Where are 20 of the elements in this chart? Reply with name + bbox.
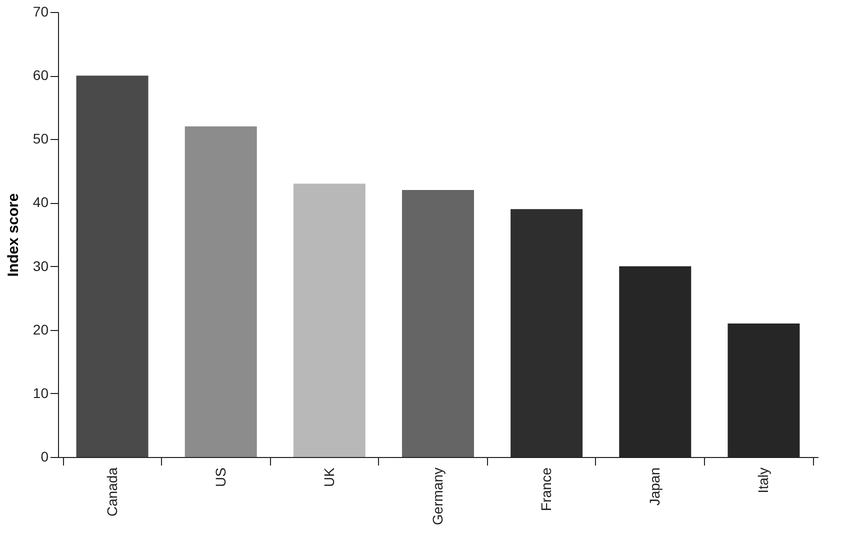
y-tick-label: 30 bbox=[32, 258, 49, 274]
y-tick-label: 20 bbox=[32, 321, 49, 338]
x-tick-label: US bbox=[212, 468, 228, 487]
x-tick-label: Germany bbox=[430, 468, 446, 526]
bar bbox=[293, 184, 366, 457]
x-tick-label: Canada bbox=[104, 467, 120, 517]
bar bbox=[402, 190, 474, 457]
y-tick-label: 50 bbox=[32, 130, 49, 147]
y-axis-title: Index score bbox=[4, 193, 22, 277]
bar bbox=[184, 126, 257, 457]
x-tick-label: UK bbox=[320, 466, 337, 487]
y-tick-label: 70 bbox=[32, 4, 49, 20]
y-tick-label: 0 bbox=[40, 448, 49, 464]
x-tick-label: France bbox=[538, 467, 554, 512]
bar bbox=[76, 76, 148, 457]
y-tick-label: 40 bbox=[32, 194, 49, 210]
x-tick-label: Japan bbox=[646, 468, 663, 506]
y-tick-label: 60 bbox=[32, 67, 49, 84]
y-tick-label: 10 bbox=[32, 384, 49, 401]
x-tick-label: Italy bbox=[755, 468, 772, 494]
